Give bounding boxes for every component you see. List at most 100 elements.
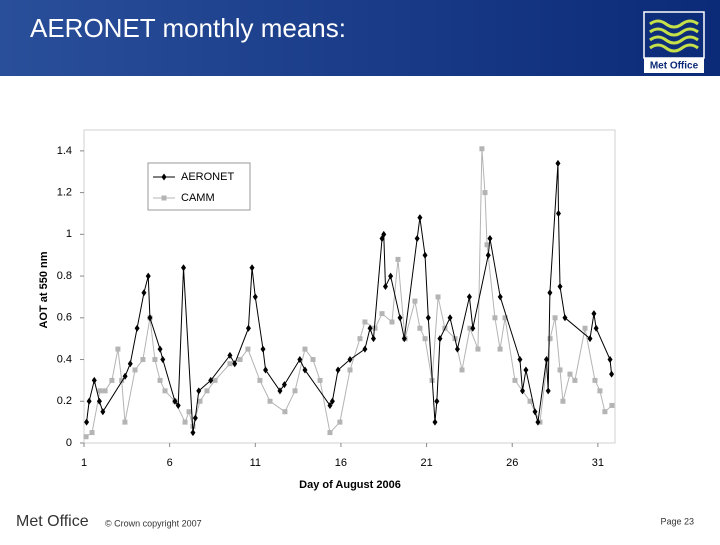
point (362, 319, 368, 325)
header-band (0, 0, 720, 76)
point (388, 272, 394, 280)
point (145, 272, 151, 280)
point (492, 315, 498, 321)
point (172, 397, 178, 405)
point (609, 370, 615, 378)
point (329, 397, 335, 405)
point (543, 356, 549, 364)
point (517, 356, 523, 364)
plot: 00.20.40.60.811.21.41 6 11 16 21 26 31AERONETC… (57, 145, 615, 469)
point (485, 251, 491, 259)
point (572, 377, 578, 383)
point (282, 409, 288, 415)
point (281, 381, 287, 389)
x-tick-label: 6 (167, 457, 173, 469)
x-tick-label: 21 (420, 457, 432, 469)
legend-box (147, 162, 251, 211)
point (432, 418, 438, 426)
point (186, 409, 192, 415)
legend-marker (161, 173, 167, 181)
x-axis-label: Day of August 2006 (299, 479, 401, 491)
point (122, 419, 128, 425)
point (502, 315, 508, 321)
point (555, 159, 561, 167)
legend-label: AERONET (181, 171, 234, 183)
point (245, 324, 251, 332)
point (267, 398, 273, 404)
point (292, 388, 298, 394)
point (141, 289, 147, 297)
point (417, 214, 423, 222)
legend-marker (161, 195, 167, 201)
point (520, 387, 526, 395)
point (302, 366, 308, 374)
point (127, 360, 133, 368)
y-tick-label: 0.8 (57, 270, 72, 282)
point (497, 293, 503, 301)
point (181, 264, 187, 272)
point (557, 367, 563, 373)
point (523, 366, 529, 374)
point (557, 283, 563, 290)
point (115, 346, 121, 352)
point (602, 409, 608, 415)
point (370, 335, 376, 343)
point (109, 377, 115, 383)
point (83, 434, 89, 440)
y-tick-label: 0 (66, 437, 72, 449)
point (545, 387, 551, 395)
point (196, 387, 202, 395)
point (96, 397, 102, 405)
point (175, 401, 181, 409)
point (412, 298, 418, 304)
point (422, 336, 428, 342)
logo-text: Met Office (650, 61, 699, 72)
point (552, 315, 558, 321)
point (487, 235, 493, 243)
point (479, 146, 485, 152)
point (347, 367, 353, 373)
point (467, 325, 473, 331)
point (277, 387, 283, 395)
point (102, 388, 108, 394)
point (152, 357, 158, 363)
point (192, 414, 198, 422)
point (381, 230, 387, 238)
point (597, 388, 603, 394)
x-tick-label: 26 (506, 457, 518, 469)
point (140, 357, 146, 363)
y-tick-label: 1.2 (57, 187, 72, 199)
point (512, 377, 518, 383)
point (532, 408, 538, 416)
point (97, 388, 103, 394)
y-tick-label: 1 (66, 228, 72, 240)
point (260, 345, 266, 353)
point (482, 190, 488, 196)
point (547, 289, 553, 297)
point (245, 346, 251, 352)
x-tick-label: 11 (250, 457, 261, 469)
point (347, 356, 353, 364)
point (237, 357, 243, 363)
legend-label: CAMM (181, 192, 215, 204)
point (401, 335, 407, 343)
point (379, 311, 385, 317)
point (91, 376, 97, 384)
page-number: Page 23 (660, 516, 694, 526)
point (422, 251, 428, 259)
point (389, 319, 395, 325)
point (567, 371, 573, 377)
point (232, 360, 238, 368)
point (335, 366, 341, 374)
point (362, 345, 368, 353)
point (417, 325, 423, 331)
point (204, 388, 210, 394)
point (119, 377, 125, 383)
point (134, 324, 140, 332)
y-tick-label: 0.4 (57, 353, 72, 365)
point (547, 336, 553, 342)
copyright: © Crown copyright 2007 (105, 518, 202, 528)
point (414, 235, 420, 243)
point (587, 335, 593, 343)
point (484, 242, 490, 248)
